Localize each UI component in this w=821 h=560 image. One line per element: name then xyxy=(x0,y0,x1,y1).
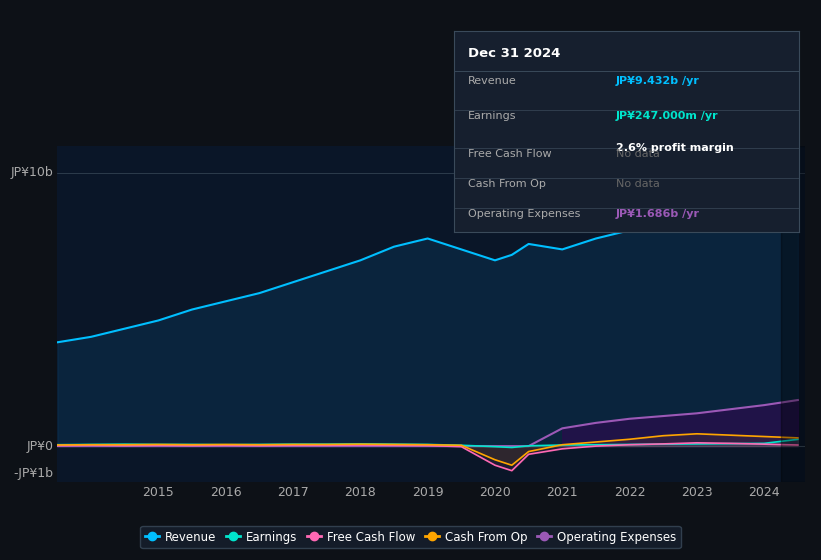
Text: Operating Expenses: Operating Expenses xyxy=(468,209,580,219)
Text: -JP¥1b: -JP¥1b xyxy=(14,467,53,480)
Bar xyxy=(781,146,808,482)
Text: Dec 31 2024: Dec 31 2024 xyxy=(468,47,560,60)
Text: JP¥0: JP¥0 xyxy=(27,440,53,452)
Text: JP¥247.000m /yr: JP¥247.000m /yr xyxy=(616,111,718,122)
Legend: Revenue, Earnings, Free Cash Flow, Cash From Op, Operating Expenses: Revenue, Earnings, Free Cash Flow, Cash … xyxy=(140,526,681,548)
Text: JP¥9.432b /yr: JP¥9.432b /yr xyxy=(616,76,700,86)
Text: JP¥10b: JP¥10b xyxy=(11,166,53,179)
Text: JP¥1.686b /yr: JP¥1.686b /yr xyxy=(616,209,700,219)
Text: Revenue: Revenue xyxy=(468,76,516,86)
Text: Earnings: Earnings xyxy=(468,111,516,122)
Text: 2.6% profit margin: 2.6% profit margin xyxy=(616,143,734,153)
Text: Cash From Op: Cash From Op xyxy=(468,179,546,189)
Text: No data: No data xyxy=(616,179,660,189)
Text: No data: No data xyxy=(616,149,660,158)
Text: Free Cash Flow: Free Cash Flow xyxy=(468,149,552,158)
